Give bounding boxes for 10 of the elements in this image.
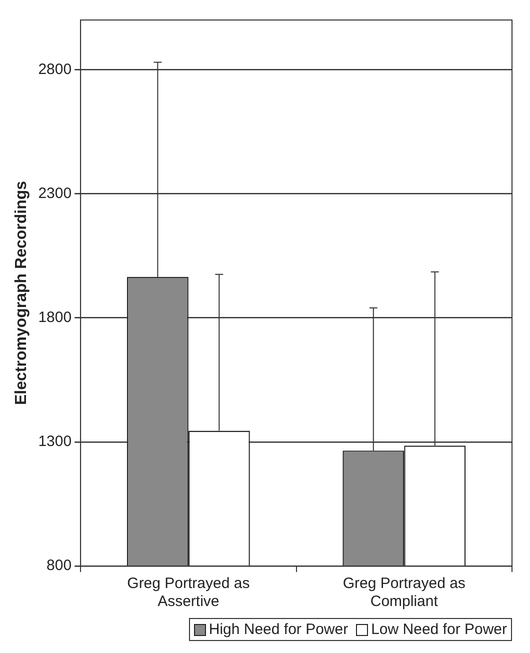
y-tick-label: 1300 xyxy=(38,433,72,450)
legend-label: High Need for Power xyxy=(208,621,348,638)
y-tick-label: 2800 xyxy=(38,60,72,78)
x-tick-label: Greg Portrayed as Compliant xyxy=(342,575,466,610)
y-tick-label: 1800 xyxy=(38,308,72,326)
y-axis-title: Electromyograph Recordings xyxy=(13,180,30,406)
y-tick-label: 2300 xyxy=(38,184,72,202)
series-label: Low Need for Power xyxy=(371,621,507,638)
y-tick-label: 800 xyxy=(46,557,72,574)
x-tick-label: Greg Portrayed as Assertive xyxy=(127,575,250,610)
